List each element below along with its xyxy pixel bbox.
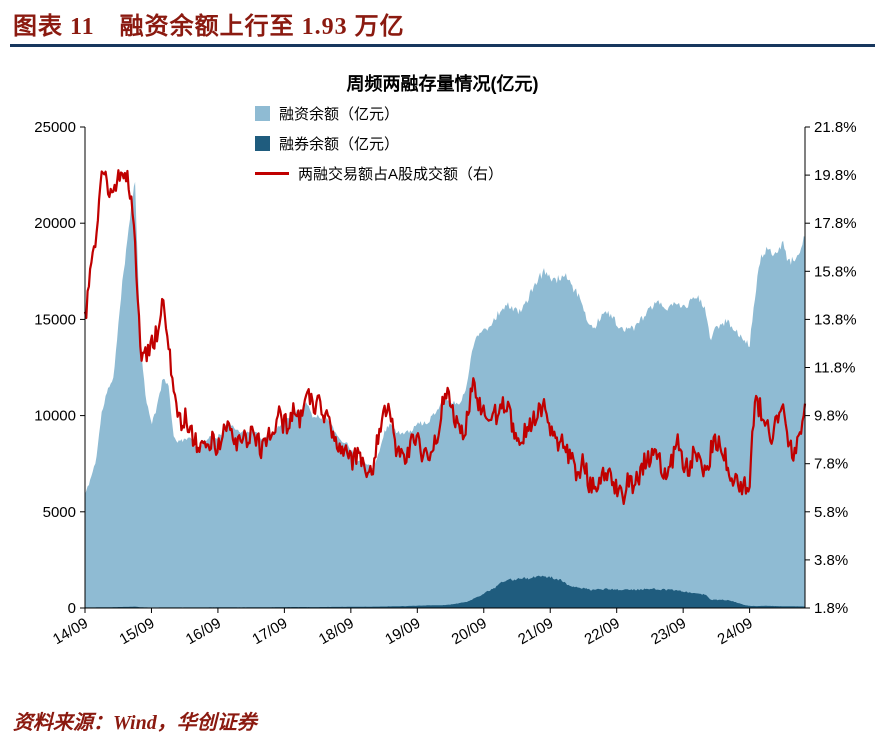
x-axis-tick-label: 16/09 bbox=[183, 615, 224, 648]
left-axis-tick-label: 5000 bbox=[43, 504, 76, 521]
right-axis-tick-label: 3.8% bbox=[814, 552, 848, 569]
legend-item-lending-balance: 融券余额（亿元） bbox=[255, 133, 503, 154]
ratio-line-swatch bbox=[255, 172, 289, 175]
x-axis-tick-label: 20/09 bbox=[449, 615, 490, 648]
turnover-ratio-line bbox=[83, 169, 807, 505]
right-axis-tick-label: 11.8% bbox=[814, 360, 855, 377]
x-axis-tick-label: 24/09 bbox=[715, 615, 756, 648]
right-axis-tick-label: 21.8% bbox=[814, 119, 857, 136]
right-axis-tick-label: 1.8% bbox=[814, 600, 848, 617]
right-axis-tick-label: 15.8% bbox=[814, 263, 857, 280]
figure-caption-text: 图表 11 融资余额上行至 1.93 万亿 bbox=[13, 14, 405, 40]
securities-lending-area bbox=[85, 575, 805, 608]
legend-label: 融券余额（亿元） bbox=[279, 136, 400, 153]
x-axis-tick-label: 23/09 bbox=[648, 615, 689, 648]
right-axis-tick-label: 5.8% bbox=[814, 504, 848, 521]
lending-area-swatch bbox=[255, 136, 270, 151]
left-axis-tick-label: 0 bbox=[68, 600, 76, 617]
chart-legend: 融资余额（亿元） 融券余额（亿元） 两融交易额占A股成交额（右） bbox=[255, 103, 503, 184]
header-rule bbox=[10, 44, 875, 47]
right-axis-tick-label: 7.8% bbox=[814, 456, 848, 473]
legend-item-financing-balance: 融资余额（亿元） bbox=[255, 103, 503, 124]
figure-caption: 图表 11 融资余额上行至 1.93 万亿 bbox=[13, 6, 873, 41]
legend-item-turnover-ratio: 两融交易额占A股成交额（右） bbox=[255, 163, 503, 184]
left-axis-tick-label: 15000 bbox=[34, 311, 76, 328]
left-axis-tick-label: 10000 bbox=[34, 408, 76, 425]
financing-area-swatch bbox=[255, 106, 270, 121]
x-axis-tick-label: 21/09 bbox=[515, 615, 556, 648]
legend-label: 两融交易额占A股成交额（右） bbox=[298, 166, 504, 183]
left-axis-tick-label: 25000 bbox=[34, 119, 76, 136]
x-axis-tick-label: 22/09 bbox=[582, 615, 623, 648]
source-note: 资料来源：Wind，华创证券 bbox=[13, 712, 257, 734]
right-axis-tick-label: 9.8% bbox=[814, 408, 848, 425]
chart-title: 周频两融存量情况(亿元) bbox=[346, 74, 539, 94]
x-axis-tick-label: 19/09 bbox=[382, 615, 423, 648]
x-axis-tick-label: 18/09 bbox=[316, 615, 357, 648]
legend-label: 融资余额（亿元） bbox=[279, 106, 400, 123]
margin-trading-chart: 0 5000 10000 15000 20000 25000 1.8% 3.8% 5.8% 7.8… bbox=[34, 119, 857, 648]
x-axis-tick-label: 17/09 bbox=[249, 615, 290, 648]
x-axis-tick-label: 15/09 bbox=[116, 615, 157, 648]
x-axis-tick-label: 14/09 bbox=[50, 615, 91, 648]
right-axis-tick-label: 13.8% bbox=[814, 311, 857, 328]
left-axis-tick-label: 20000 bbox=[34, 215, 76, 232]
right-axis-tick-label: 17.8% bbox=[814, 215, 857, 232]
right-axis-tick-label: 19.8% bbox=[814, 167, 857, 184]
